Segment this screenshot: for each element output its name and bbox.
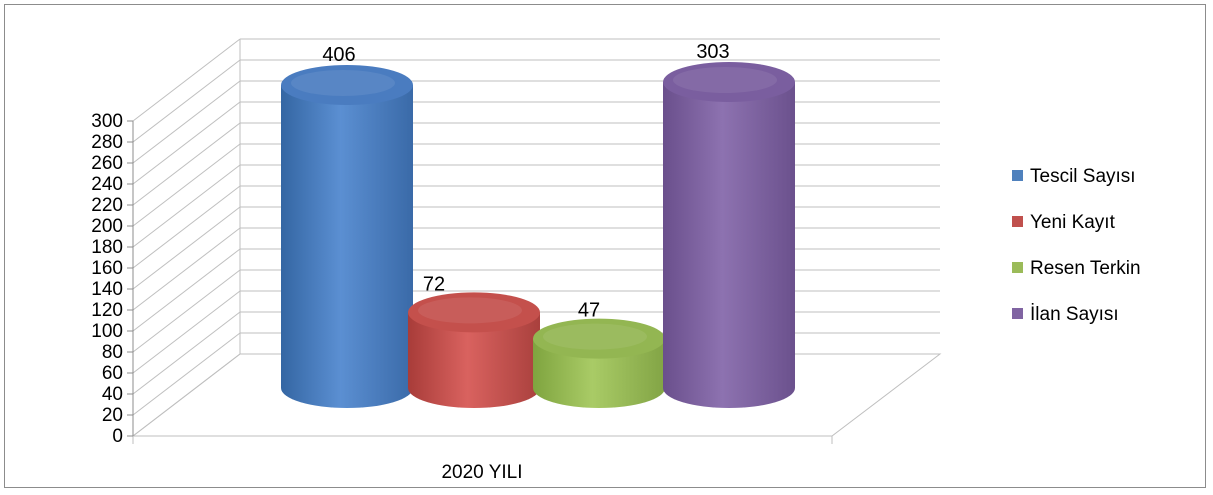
y-tick-label: 180 (91, 237, 123, 258)
y-tick-label: 20 (102, 405, 123, 426)
bar-4 (663, 62, 795, 408)
y-tick-label: 60 (102, 363, 123, 384)
data-label: 406 (322, 44, 355, 66)
y-tick-label: 240 (91, 174, 123, 195)
legend-item: Tescil Sayısı (1030, 166, 1136, 187)
y-tick-label: 260 (91, 153, 123, 174)
y-tick-label: 160 (91, 258, 123, 279)
legend-swatch (1012, 170, 1023, 181)
legend-item: Yeni Kayıt (1030, 212, 1116, 233)
data-label: 303 (696, 41, 729, 63)
category-label: 2020 YILI (441, 462, 522, 483)
y-tick-label: 100 (91, 321, 123, 342)
y-tick-label: 300 (91, 111, 123, 132)
legend-swatch (1012, 216, 1023, 227)
bar-1 (281, 65, 413, 408)
bar-3 (533, 318, 665, 408)
legend-item: Resen Terkin (1030, 258, 1141, 279)
y-tick-label: 220 (91, 195, 123, 216)
legend-swatch (1012, 308, 1023, 319)
bars (281, 62, 795, 408)
legend-swatch (1012, 262, 1023, 273)
y-tick-label: 200 (91, 216, 123, 237)
y-tick-label: 40 (102, 384, 123, 405)
data-labels: 406 72 47 303 (322, 41, 729, 322)
y-tick-label: 0 (112, 426, 123, 447)
y-tick-label: 280 (91, 132, 123, 153)
y-tick-label: 80 (102, 342, 123, 363)
data-label: 47 (578, 300, 600, 322)
y-axis: 0204060801001201401601802002202402602803… (91, 111, 134, 447)
legend: Tescil Sayısı Yeni Kayıt Resen Terkin İlan … (1012, 166, 1141, 325)
legend-item: İlan Sayısı (1030, 304, 1119, 325)
bar-2 (408, 292, 540, 408)
y-tick-label: 120 (91, 300, 123, 321)
y-tick-label: 140 (91, 279, 123, 300)
data-label: 72 (423, 273, 445, 295)
